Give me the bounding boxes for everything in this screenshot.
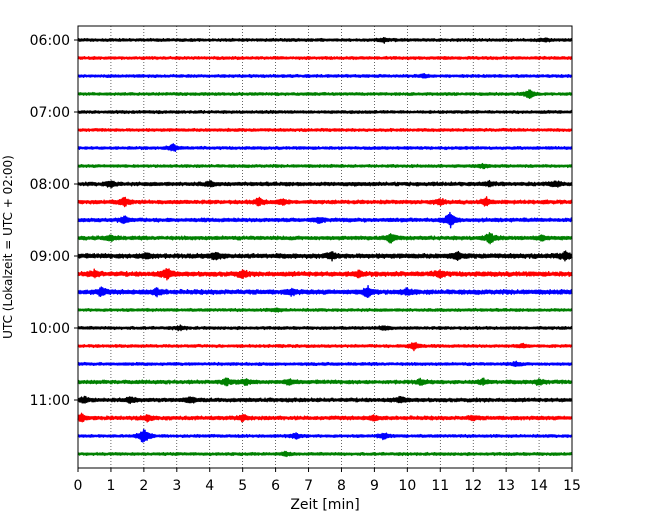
trace-0715 <box>77 127 573 133</box>
trace-0700 <box>77 109 573 115</box>
y-axis-ticks: 06:00 07:00 08:00 09:00 10:00 11:00 <box>30 33 78 409</box>
plot-frame <box>77 25 573 469</box>
y-tick-label-0900: 09:00 <box>30 249 70 265</box>
x-tick-label-15: 15 <box>563 478 581 494</box>
trace-0830 <box>77 211 573 229</box>
trace-0900 <box>77 250 573 262</box>
x-tick-label-6: 6 <box>271 478 280 494</box>
x-tick-label-9: 9 <box>370 478 379 494</box>
x-tick-label-13: 13 <box>497 478 515 494</box>
trace-1145 <box>77 450 573 458</box>
x-tick-label-14: 14 <box>530 478 548 494</box>
y-tick-label-0700: 07:00 <box>30 105 70 121</box>
trace-0730 <box>77 143 573 152</box>
trace-1115 <box>77 412 573 423</box>
x-tick-label-2: 2 <box>139 478 148 494</box>
trace-0930 <box>77 284 573 299</box>
y-tick-label-0800: 08:00 <box>30 177 70 193</box>
trace-0915 <box>77 268 573 281</box>
x-tick-label-8: 8 <box>337 478 346 494</box>
trace-1100 <box>77 395 573 405</box>
trace-0630 <box>77 73 573 79</box>
x-tick-label-0: 0 <box>74 478 83 494</box>
x-tick-label-7: 7 <box>304 478 313 494</box>
trace-1030 <box>77 360 573 367</box>
y-axis-title: UTC (Lokalzeit = UTC + 02:00) <box>1 155 15 339</box>
trace-0645 <box>77 89 573 100</box>
trace-0945 <box>77 307 573 313</box>
x-tick-label-12: 12 <box>464 478 482 494</box>
y-tick-label-1100: 11:00 <box>30 393 70 409</box>
trace-0600 <box>77 36 573 44</box>
x-tick-label-3: 3 <box>172 478 181 494</box>
x-tick-label-4: 4 <box>205 478 214 494</box>
x-tick-label-5: 5 <box>238 478 247 494</box>
trace-1045 <box>77 377 573 387</box>
y-tick-label-0600: 06:00 <box>30 33 70 49</box>
trace-0615 <box>77 55 573 61</box>
x-tick-label-1: 1 <box>106 478 115 494</box>
trace-0815 <box>77 196 573 208</box>
trace-0800 <box>77 179 573 189</box>
trace-1015 <box>77 341 573 352</box>
trace-1130 <box>77 428 573 443</box>
trace-0745 <box>77 162 573 170</box>
x-axis-ticks: 0 1 2 3 4 5 6 7 8 9 10 11 12 13 14 15 <box>74 468 581 494</box>
x-axis-title: Zeit [min] <box>290 497 359 513</box>
x-tick-label-11: 11 <box>431 478 449 494</box>
trace-group <box>77 36 573 458</box>
trace-0845 <box>77 232 573 245</box>
y-tick-label-1000: 10:00 <box>30 321 70 337</box>
trace-1000 <box>77 324 573 332</box>
x-tick-label-10: 10 <box>398 478 416 494</box>
